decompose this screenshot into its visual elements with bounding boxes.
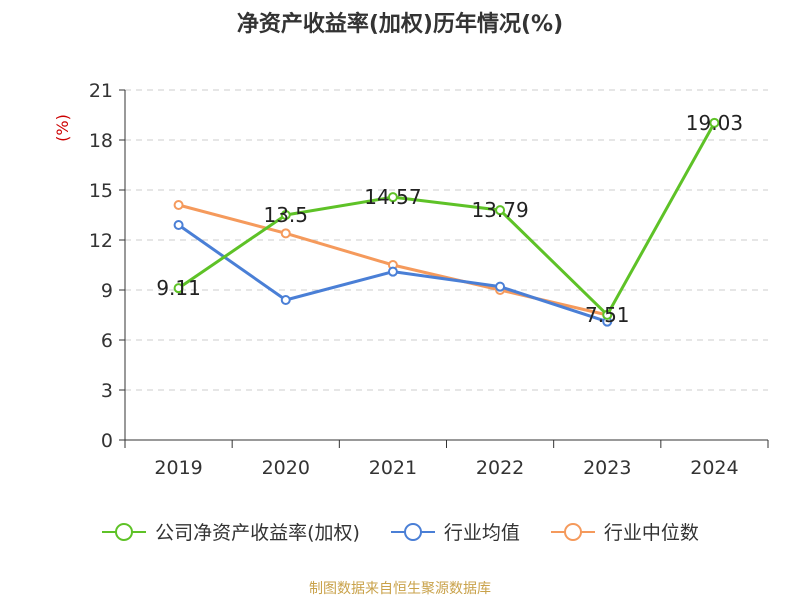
legend-label: 行业均值 (443, 522, 520, 544)
legend-swatch (390, 522, 435, 541)
y-tick-label: 0 (101, 430, 113, 452)
data-point (173, 283, 184, 294)
legend-swatch-marker (403, 522, 422, 541)
series (173, 117, 720, 327)
data-point (280, 210, 291, 220)
legend: 公司净资产收益率(加权) 行业均值 行业中位数 (0, 518, 800, 545)
data-label: 9.11 (156, 276, 201, 300)
y-tick-label: 15 (89, 180, 113, 202)
y-axis-label: (%) (53, 114, 72, 142)
data-point (495, 281, 506, 292)
x-tick-label: 2023 (583, 457, 631, 479)
grid-lines (125, 89, 768, 391)
data-point (173, 200, 184, 210)
legend-label: 公司净资产收益率(加权) (155, 522, 360, 544)
y-tick-label: 21 (89, 80, 113, 102)
legend-item: 行业均值 (390, 518, 520, 545)
source-note: 制图数据来自恒生聚源数据库 (309, 581, 491, 597)
x-tick-label: 2020 (262, 457, 310, 479)
data-point (280, 228, 291, 239)
data-point (387, 192, 398, 203)
y-tick-label: 12 (89, 230, 113, 252)
y-tick-label: 6 (101, 330, 113, 352)
data-point (709, 117, 720, 128)
data-labels: 9.11 13.5 14.57 13.79 7.51 19.03 (156, 111, 743, 327)
legend-swatch (102, 522, 147, 541)
data-label: 14.57 (364, 185, 421, 209)
data-point (173, 220, 184, 230)
y-tick-label: 9 (101, 280, 113, 302)
legend-swatch-marker (563, 522, 582, 541)
y-tick-label: 3 (101, 380, 113, 402)
chart-title: 净资产收益率(加权)历年情况(%) (236, 12, 564, 37)
data-point (280, 295, 291, 305)
data-label: 19.03 (686, 111, 743, 135)
y-tick-label: 18 (89, 130, 113, 152)
series-line (177, 122, 716, 317)
data-label: 13.5 (263, 203, 308, 227)
legend-item: 公司净资产收益率(加权) (101, 518, 360, 545)
data-point (495, 205, 506, 216)
legend-swatch-marker (115, 522, 134, 541)
legend-swatch (550, 522, 595, 541)
axes: 0 3 6 9 12 15 18 21 (%) 2019 2020 2021 2022 2023 2024 (53, 80, 769, 479)
data-label: 13.79 (471, 198, 528, 222)
legend-item: 行业中位数 (550, 518, 699, 545)
x-tick-label: 2022 (476, 457, 524, 479)
legend-label: 行业中位数 (603, 522, 699, 544)
x-tick-label: 2019 (154, 457, 202, 479)
data-point (602, 309, 613, 320)
data-point (387, 266, 398, 277)
x-tick-label: 2021 (369, 457, 417, 479)
x-tick-label: 2024 (690, 457, 738, 479)
data-label: 7.51 (585, 303, 630, 327)
